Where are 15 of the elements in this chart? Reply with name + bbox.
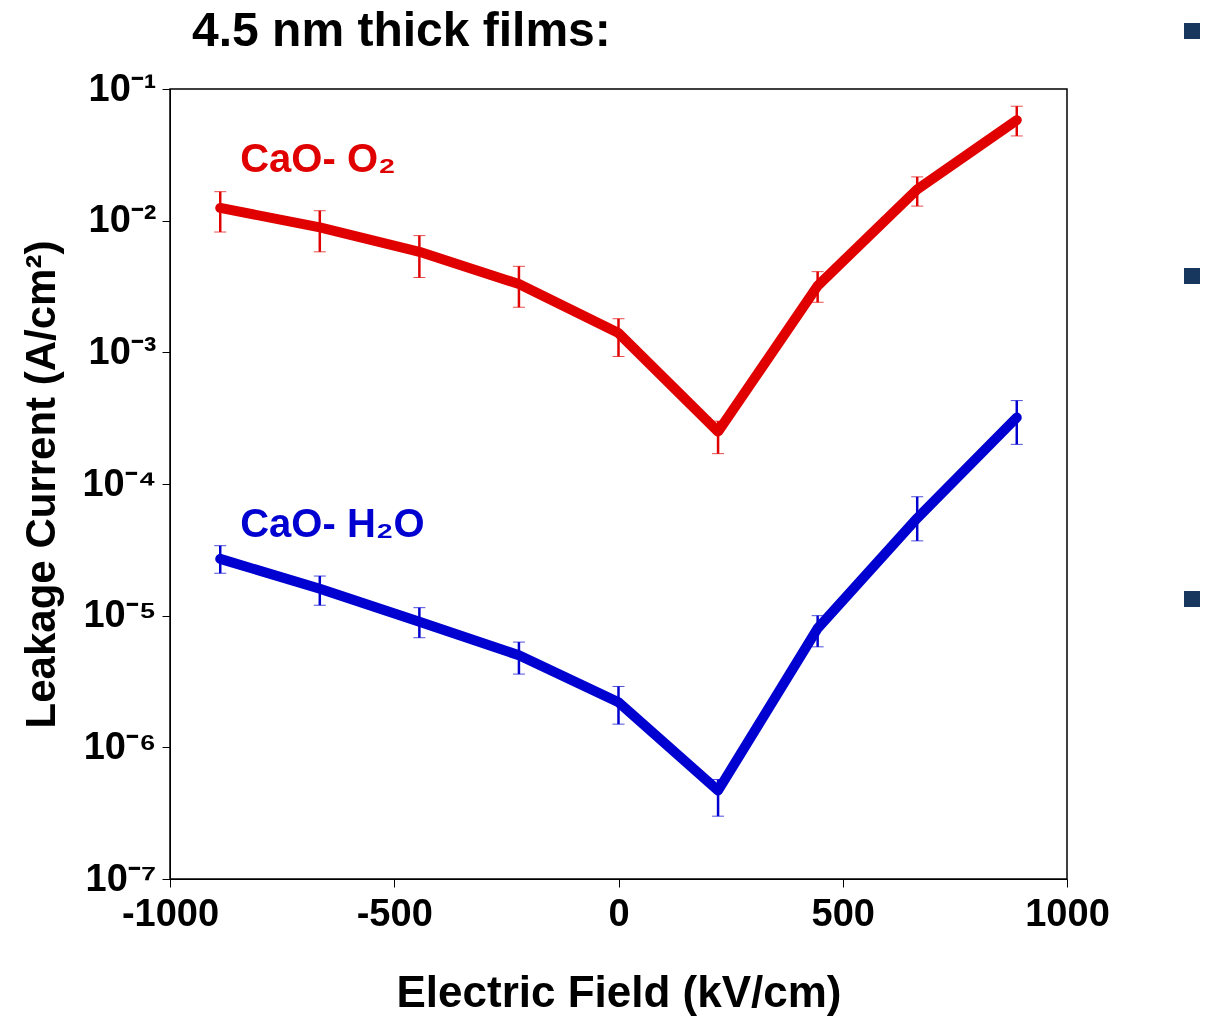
series-label: CaO- O₂	[240, 135, 396, 180]
y-tick-label: 10⁻³	[88, 329, 157, 372]
x-axis-title: Electric Field (kV/cm)	[396, 966, 842, 1016]
series-label: CaO- H₂O	[240, 500, 425, 545]
y-axis-title: Leakage Current (A/cm²)	[17, 240, 65, 729]
y-tick-label: 10⁻⁵	[83, 593, 157, 636]
x-tick-label: 1000	[1025, 891, 1110, 934]
x-tick-label: 0	[608, 891, 630, 934]
y-tick-label: 10⁻⁴	[82, 461, 157, 504]
y-tick-label: 10⁻²	[88, 198, 157, 241]
y-tick-label: 10⁻¹	[88, 66, 157, 109]
chart-title: 4.5 nm thick films:	[192, 3, 611, 56]
x-tick-label: 500	[811, 891, 875, 934]
x-tick-label: -500	[356, 891, 433, 934]
y-tick-label: 10⁻⁶	[83, 724, 157, 767]
